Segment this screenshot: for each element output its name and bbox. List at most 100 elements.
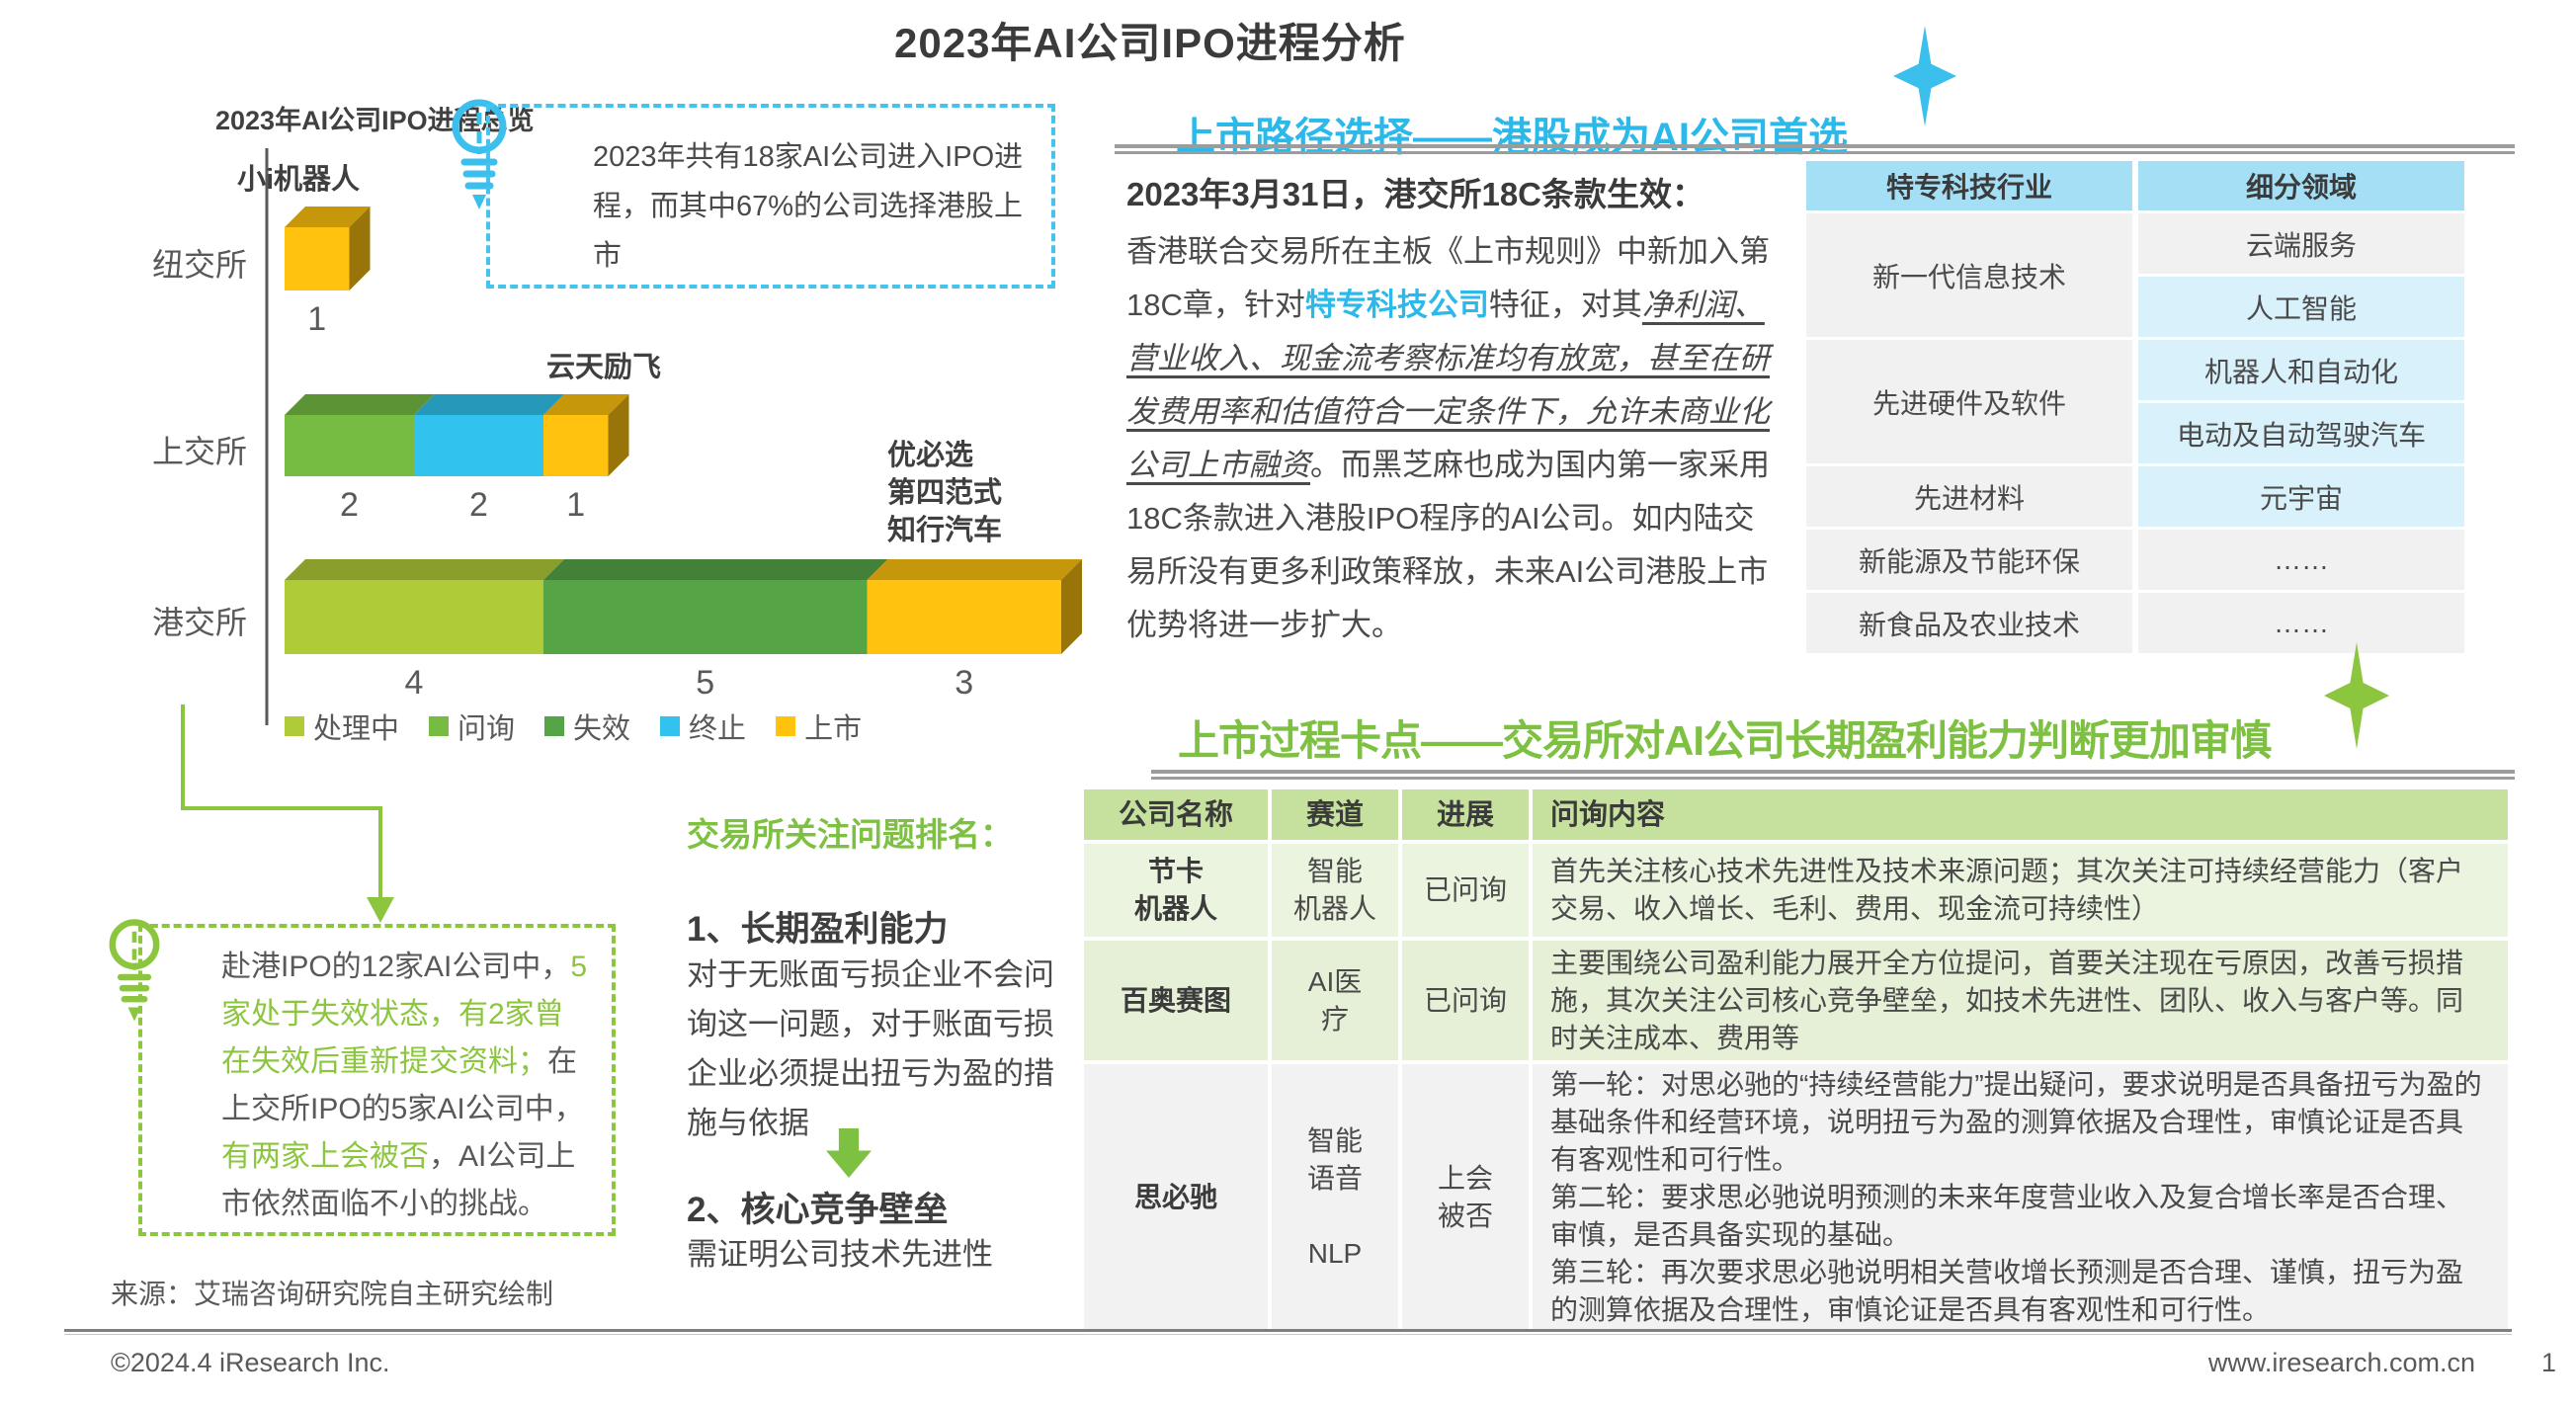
sparkle-icon	[2324, 642, 2389, 749]
legend-item: 终止	[660, 705, 746, 747]
footer-divider	[64, 1329, 2512, 1335]
chart-callout-text: 2023年共有18家AI公司进入IPO进程，而其中67%的公司选择港股上市	[593, 141, 1024, 272]
insight-text-segment: 5家处于失效状态，有2家曾在失效后重新提交资料；	[221, 951, 588, 1078]
legend-label: 上市	[804, 713, 863, 745]
axis-label-sse: 上交所	[151, 434, 247, 469]
inquiry-company-cell: 百奥赛图	[1082, 939, 1270, 1062]
rule-18c-paragraph: 香港联合交易所在主板《上市规则》中新加入第18C章，针对特专科技公司特征，对其净…	[1126, 225, 1785, 652]
rule-18c-heading: 2023年3月31日，港交所18C条款生效：	[1126, 176, 1705, 212]
inquiry-status-cell: 已问询	[1400, 939, 1531, 1062]
chart-callout-box: 2023年共有18家AI公司进入IPO进程，而其中67%的公司选择港股上市	[486, 104, 1055, 289]
inquiry-table-row: 百奥赛图 AI医 疗已问询 主要围绕公司盈利能力展开全方位提问，首要关注现在亏原因，…	[1082, 939, 2510, 1062]
inquiry-status-cell: 上会 被否	[1400, 1062, 1531, 1332]
footer-website: www.iresearch.com.cn	[2207, 1348, 2475, 1377]
tech-table-field-cell: 云端服务	[2138, 213, 2464, 274]
paragraph-segment: 香港联合交易所在主板《上市规则》中新加入第18C章，针对	[1126, 234, 1770, 322]
inquiry-table: 公司名称 赛道 进展 问询内容 节卡 机器人 智能 机器人 已问询 首先关注核心技术先进性及技…	[1082, 787, 2510, 1332]
legend-item: 失效	[544, 705, 630, 747]
inquiry-table-header-cell: 公司名称	[1082, 787, 1270, 842]
inquiry-table-row: 思必驰 智能 语音 NLP 上会 被否 第一轮：对思必驰的“持续经营能力”提出疑问，要…	[1082, 1062, 2510, 1332]
tech-table-industry-cell: 先进材料	[1806, 466, 2132, 527]
svg-text:4: 4	[405, 664, 424, 702]
inquiry-track-cell: AI医 疗	[1270, 939, 1400, 1062]
insight-text-segment: 在上交所IPO的5家AI公司中，	[221, 1045, 584, 1125]
insight-callout-box: 赴港IPO的12家AI公司中，5家处于失效状态，有2家曾在失效后重新提交资料；在…	[138, 924, 616, 1236]
paragraph-segment: 。而黑芝麻也成为国内第一家采用18C条款进入港股IPO程序的AI公司。如内陆交易…	[1126, 448, 1770, 642]
tech-table-header: 细分领域	[2138, 161, 2464, 210]
tech-table-industry-cell: 新一代信息技术	[1806, 213, 2132, 337]
inquiry-table-header-cell: 问询内容	[1531, 787, 2510, 842]
legend-item: 问询	[429, 705, 515, 747]
section-title-listing-obstacles: 上市过程卡点——交易所对AI公司长期盈利能力判断更加审慎	[1178, 717, 2272, 764]
legend-item: 处理中	[285, 705, 399, 747]
section-divider	[1151, 770, 2515, 780]
svg-text:1: 1	[566, 486, 585, 524]
insight-text-segment: 有两家上会被否	[221, 1140, 429, 1173]
annotation-sse-company: 云天励飞	[546, 352, 662, 383]
inquiry-content-cell: 首先关注核心技术先进性及技术来源问题；其次关注可持续经营能力（客户交易、收入增长…	[1531, 842, 2510, 939]
paragraph-segment: 特专科技公司	[1304, 288, 1489, 322]
legend-swatch	[776, 716, 796, 736]
chart-legend: 处理中 问询 失效 终止 上市	[285, 705, 862, 747]
tech-table-industry-cell: 先进硬件及软件	[1806, 340, 2132, 463]
ranking-item-2-body: 需证明公司技术先进性	[687, 1237, 993, 1272]
inquiry-company-cell: 思必驰	[1082, 1062, 1270, 1332]
legend-swatch	[285, 716, 304, 736]
svg-text:3: 3	[955, 664, 973, 702]
inquiry-table-row: 节卡 机器人 智能 机器人 已问询 首先关注核心技术先进性及技术来源问题；其次关注可持…	[1082, 842, 2510, 939]
legend-swatch	[660, 716, 681, 736]
inquiry-table-header-cell: 赛道	[1270, 787, 1400, 842]
ranking-item-2-heading: 2、核心竞争壁垒	[687, 1191, 949, 1229]
paragraph-segment: 净利润、营业收入、现金流考察标准均有放宽，甚至在研发费用率和估值符合一定条件下，…	[1126, 288, 1770, 482]
annotation-line: 知行汽车	[887, 515, 1003, 546]
inquiry-company-cell: 节卡 机器人	[1082, 842, 1270, 939]
lightbulb-icon	[452, 99, 507, 209]
legend-swatch	[544, 716, 565, 736]
annotation-nyse-company: 小i机器人	[237, 164, 361, 196]
tech-table-industry-cell: 新能源及节能环保	[1806, 530, 2132, 590]
tech-table-field-cell: ……	[2138, 593, 2464, 653]
inquiry-status-cell: 已问询	[1400, 842, 1531, 939]
svg-text:5: 5	[696, 664, 714, 702]
inquiry-track-cell: 智能 机器人	[1270, 842, 1400, 939]
paragraph-segment: 特征，对其	[1488, 288, 1642, 322]
inquiry-table-header-row: 公司名称 赛道 进展 问询内容	[1082, 787, 2510, 842]
annotation-hkex-companies: 优必选第四范式知行汽车	[887, 437, 1002, 549]
tech-table-field-cell: 电动及自动驾驶汽车	[2138, 403, 2464, 463]
source-note: 来源：艾瑞咨询研究院自主研究绘制	[111, 1279, 554, 1309]
annotation-line: 第四范式	[887, 477, 1003, 509]
svg-text:2: 2	[469, 486, 488, 524]
annotation-line: 优必选	[887, 440, 974, 471]
insight-text-segment: 赴港IPO的12家AI公司中，	[221, 951, 571, 983]
legend-label: 处理中	[313, 713, 400, 745]
footer-copyright: ©2024.4 iResearch Inc.	[111, 1348, 390, 1377]
tech-table-field-cell: 人工智能	[2138, 277, 2464, 337]
ranking-item-1-body: 对于无账面亏损企业不会问询这一问题，对于账面亏损企业必须提出扭亏为盈的措施与依据	[687, 957, 1054, 1140]
tech-table-field-column: 细分领域 云端服务 人工智能 机器人和自动化 电动及自动驾驶汽车 元宇宙…………	[2138, 161, 2464, 653]
insight-text-segment: ，AI公司上市依然面临不小的挑战。	[221, 1140, 576, 1220]
legend-item: 上市	[776, 705, 862, 747]
section-divider	[1115, 144, 2515, 154]
tech-table-industry-column: 特专科技行业 新一代信息技术 先进硬件及软件 先进材料 新能源及节能环保 新食品及农业技术	[1806, 161, 2132, 653]
ranking-item-1-heading: 1、长期盈利能力	[687, 910, 949, 949]
svg-text:1: 1	[307, 300, 326, 338]
legend-label: 问询	[457, 713, 516, 745]
inquiry-track-cell: 智能 语音 NLP	[1270, 1062, 1400, 1332]
tech-table-field-cell: ……	[2138, 530, 2464, 590]
footer-page-number: 1	[2540, 1348, 2556, 1377]
inquiry-table-header-cell: 进展	[1400, 787, 1531, 842]
ranking-title: 交易所关注问题排名：	[687, 816, 1013, 853]
inquiry-content-cell: 主要围绕公司盈利能力展开全方位提问，首要关注现在亏原因，改善亏损措施，其次关注公…	[1531, 939, 2510, 1062]
sparkle-icon	[1893, 26, 1956, 126]
tech-table-industry-cell: 新食品及农业技术	[1806, 593, 2132, 653]
legend-label: 终止	[689, 713, 747, 745]
legend-swatch	[429, 716, 450, 736]
inquiry-content-cell: 第一轮：对思必驰的“持续经营能力”提出疑问，要求说明是否具备扭亏为盈的基础条件和…	[1531, 1062, 2510, 1332]
tech-table-header: 特专科技行业	[1806, 161, 2132, 210]
tech-table-field-cell: 机器人和自动化	[2138, 340, 2464, 400]
axis-label-nyse: 纽交所	[151, 247, 247, 283]
tech-table-field-cell: 元宇宙	[2138, 466, 2464, 527]
legend-label: 失效	[573, 713, 631, 745]
tech-industry-table: 特专科技行业 新一代信息技术 先进硬件及软件 先进材料 新能源及节能环保 新食品及农业技术…	[1806, 161, 2464, 653]
